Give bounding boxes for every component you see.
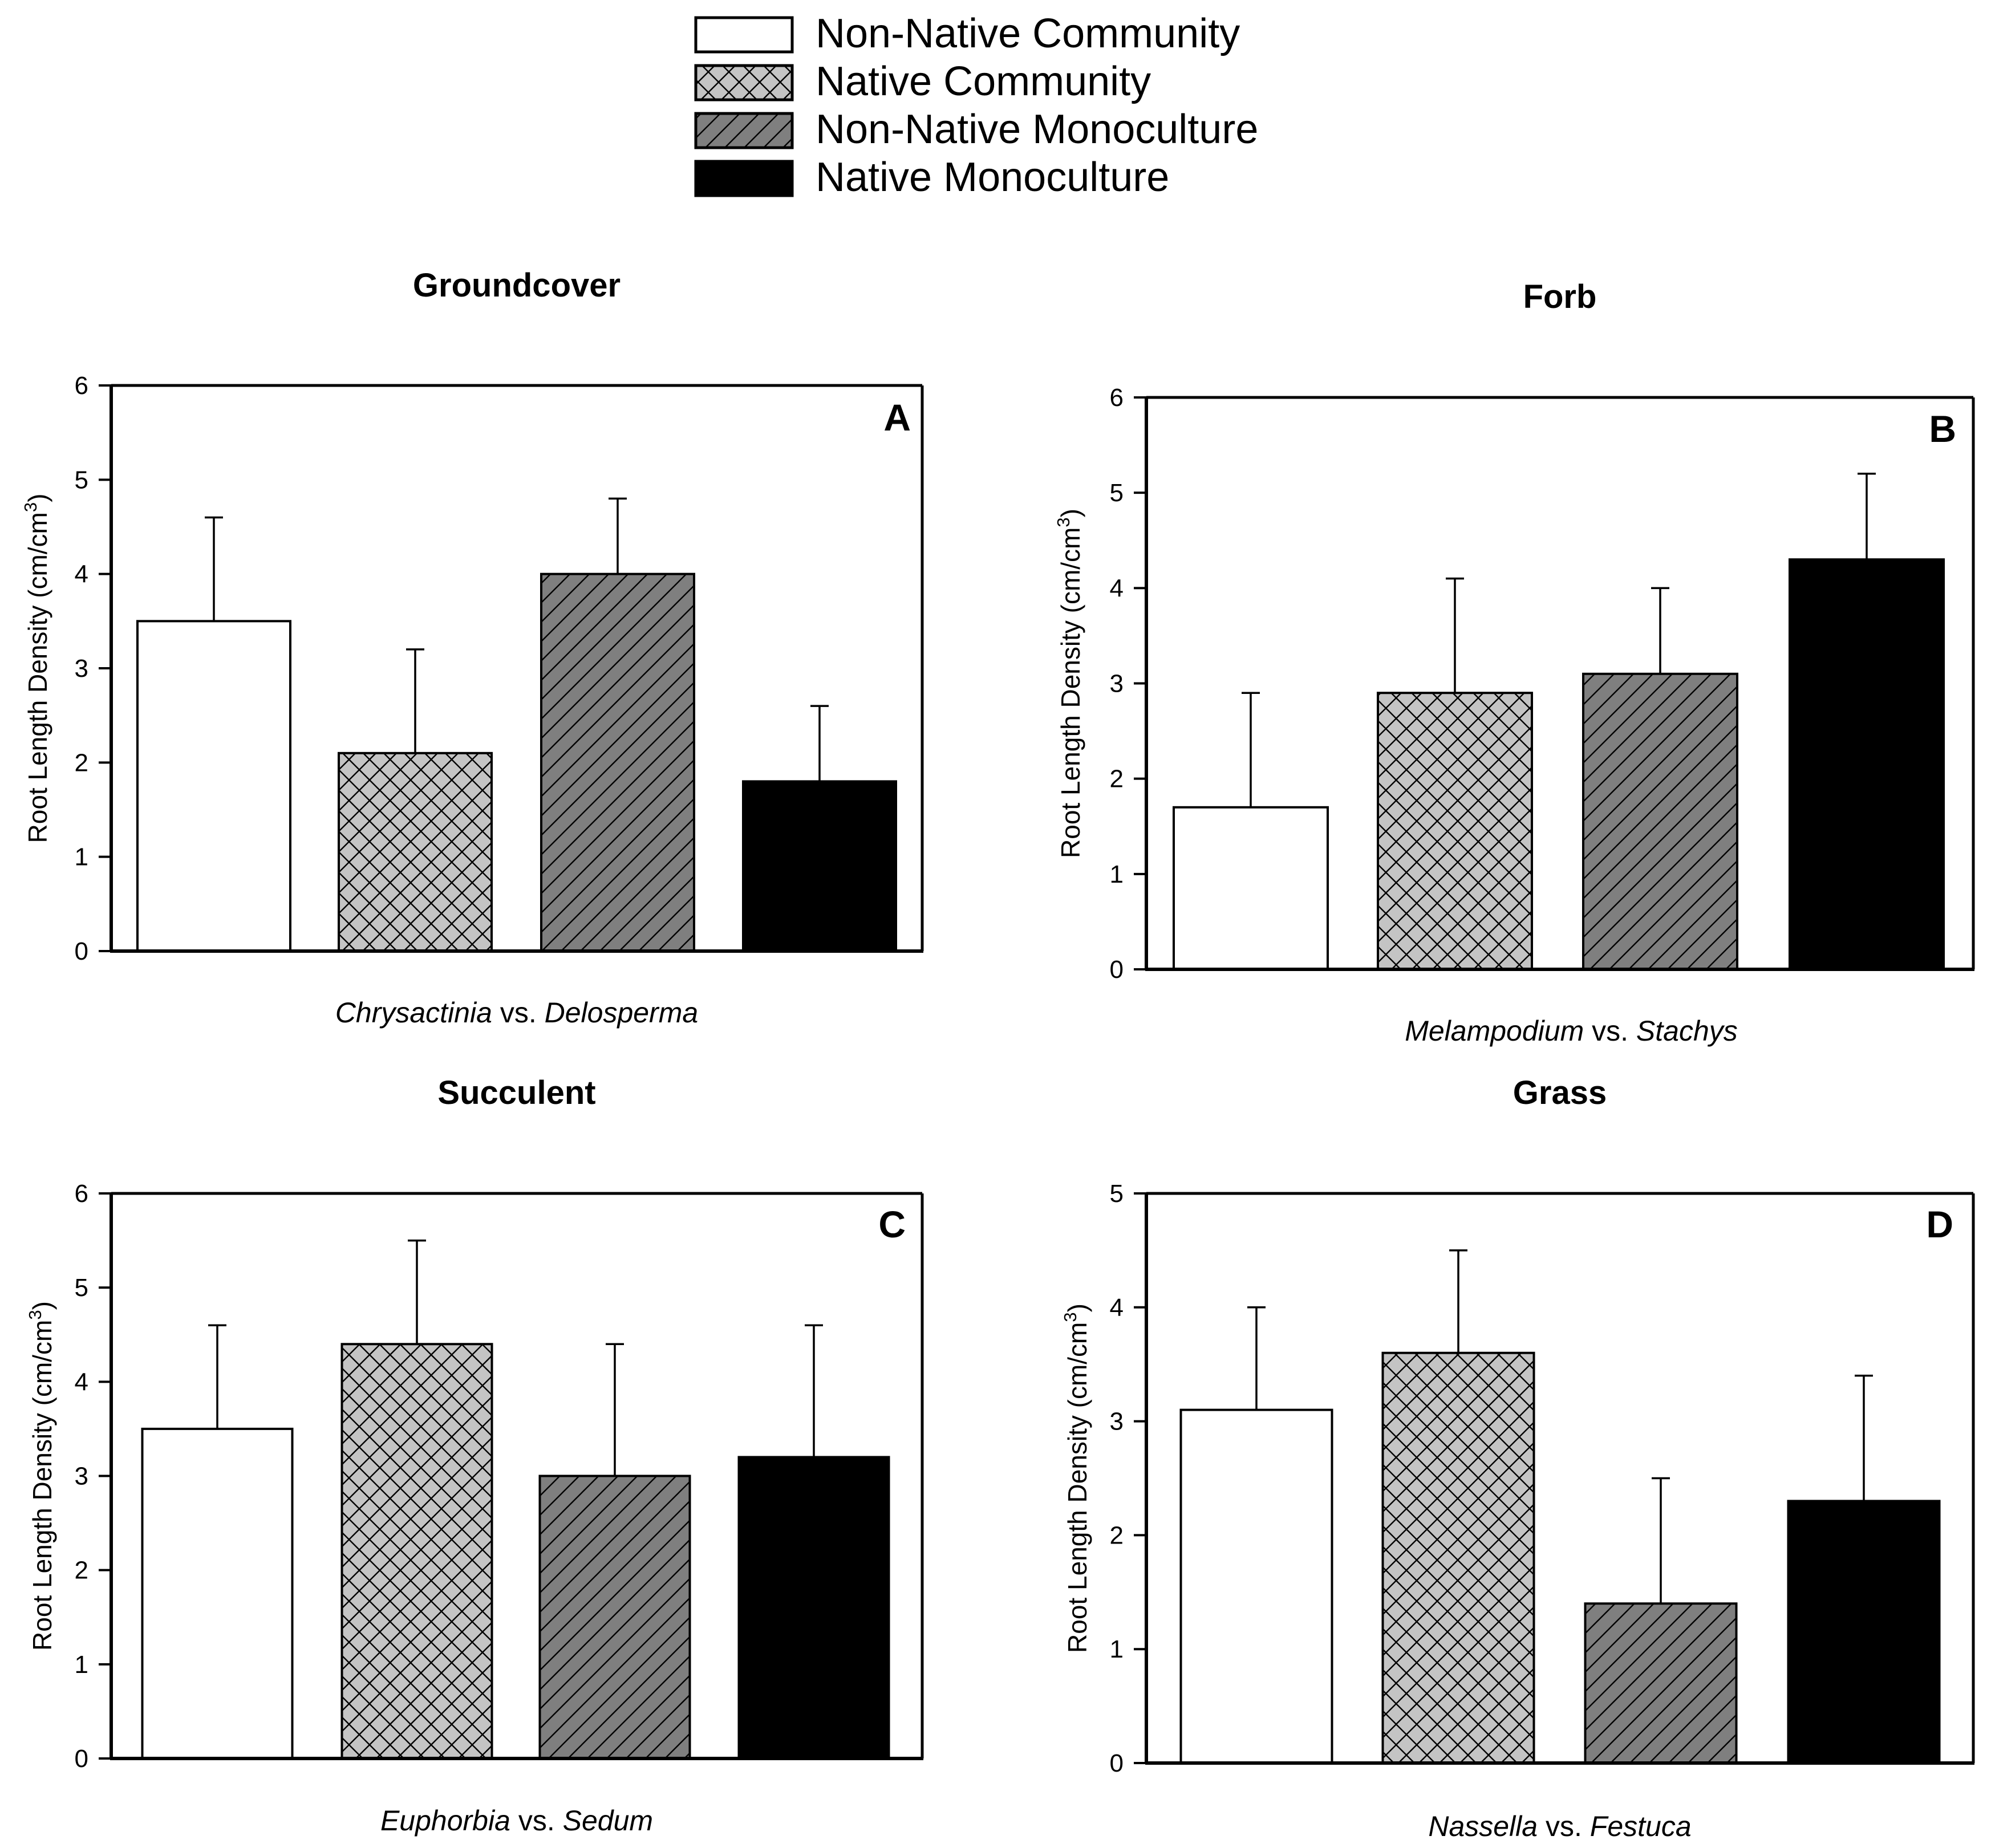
y-tick-label: 3: [75, 655, 88, 683]
bar-native-monoculture: [1787, 1500, 1941, 1764]
y-tick-label: 4: [75, 1368, 88, 1396]
y-tick-label: 0: [1110, 956, 1124, 984]
y-tick-label: 5: [75, 466, 88, 494]
y-tick-label: 1: [75, 1651, 88, 1679]
bar-non-native-community: [136, 620, 291, 953]
panel-forb: Forb 0 1 2 3 4 5 6 B Root Length Density (cm/cm3)…: [1053, 278, 1975, 1047]
y-tick-label: 0: [1110, 1749, 1124, 1777]
y-tick-label: 3: [1110, 1408, 1124, 1436]
y-axis-label: Root Length Density (cm/cm3): [21, 494, 52, 843]
y-tick-label: 5: [75, 1274, 88, 1302]
y-tick-label: 6: [1110, 384, 1124, 412]
legend: Non-Native Community Native Community No…: [694, 11, 1258, 200]
y-tick-label: 6: [75, 1180, 88, 1208]
legend-label-native-monoculture: Native Monoculture: [816, 155, 1169, 200]
panel-letter: A: [883, 396, 911, 438]
y-tick-label: 3: [75, 1463, 88, 1490]
bar-non-native-monoculture: [540, 572, 695, 952]
panel-title: Succulent: [437, 1074, 595, 1111]
bar-non-native-monoculture: [1582, 672, 1738, 970]
bar-native-community: [338, 752, 493, 953]
y-tick-label: 0: [75, 1745, 88, 1773]
panel-letter: D: [1926, 1203, 1953, 1245]
y-tick-label: 2: [1110, 765, 1124, 793]
panel-letter: B: [1929, 408, 1956, 450]
y-axis-label: Root Length Density (cm/cm3): [25, 1301, 57, 1651]
y-tick-label: 5: [1110, 479, 1124, 507]
legend-label-non-native-community: Non-Native Community: [816, 11, 1240, 56]
y-tick-label: 1: [75, 843, 88, 871]
bar-non-native-community: [1173, 806, 1329, 970]
panel-title: Groundcover: [413, 267, 621, 304]
bar-non-native-monoculture: [1584, 1602, 1738, 1765]
panel-title: Forb: [1523, 278, 1597, 315]
bar-non-native-monoculture: [538, 1475, 691, 1760]
y-axis-label: Root Length Density (cm/cm3): [1060, 1303, 1092, 1653]
bar-native-monoculture: [737, 1456, 890, 1760]
y-tick-label: 0: [75, 937, 88, 965]
y-axis-label: Root Length Density (cm/cm3): [1053, 509, 1085, 858]
bar-native-monoculture: [1789, 558, 1945, 970]
panel-groundcover: Groundcover 0 1 2 3 4 5 6 A Root Length Density (…: [21, 267, 924, 1029]
bar-non-native-community: [1179, 1408, 1333, 1765]
bar-native-community: [340, 1343, 493, 1760]
legend-swatch-native-monoculture: [694, 160, 794, 197]
panel-title: Grass: [1513, 1074, 1607, 1111]
bar-non-native-community: [141, 1427, 294, 1760]
y-tick-label: 4: [75, 561, 88, 588]
x-axis-label: Nassella vs. Festuca: [1428, 1810, 1691, 1842]
bar-native-community: [1377, 692, 1533, 970]
legend-swatch-non-native-monoculture: [694, 112, 794, 149]
legend-label-non-native-monoculture: Non-Native Monoculture: [816, 107, 1258, 152]
panel-succulent: Succulent 0 1 2 3 4 5 6 C Root Length Density (cm…: [25, 1074, 924, 1837]
y-tick-label: 1: [1110, 860, 1124, 888]
panel-grass: Grass 0 1 2 3 4 5 D Root Length Density (cm/cm3)…: [1060, 1074, 1975, 1842]
bar-native-community: [1381, 1351, 1535, 1764]
y-tick-label: 2: [1110, 1521, 1124, 1549]
y-tick-label: 4: [1110, 574, 1124, 602]
legend-label-native-community: Native Community: [816, 59, 1151, 104]
y-tick-label: 1: [1110, 1635, 1124, 1663]
y-tick-label: 2: [75, 749, 88, 777]
panel-letter: C: [878, 1203, 906, 1245]
y-tick-label: 6: [75, 372, 88, 400]
legend-swatch-non-native-community: [694, 16, 794, 54]
y-tick-label: 5: [1110, 1180, 1124, 1208]
x-axis-label: Euphorbia vs. Sedum: [380, 1805, 653, 1837]
y-tick-label: 4: [1110, 1294, 1124, 1322]
x-axis-label: Chrysactinia vs. Delosperma: [335, 997, 698, 1029]
bar-native-monoculture: [742, 780, 897, 953]
legend-swatch-native-community: [694, 64, 794, 101]
x-axis-label: Melampodium vs. Stachys: [1405, 1015, 1738, 1047]
y-tick-label: 2: [75, 1557, 88, 1585]
y-tick-label: 3: [1110, 670, 1124, 698]
